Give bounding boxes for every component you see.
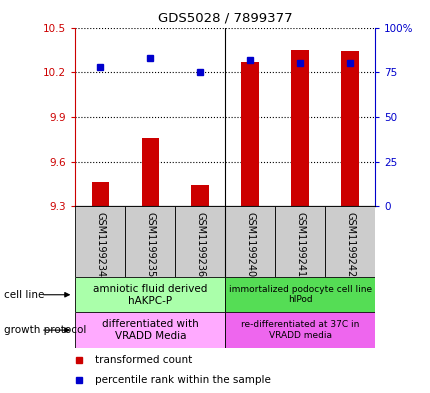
Bar [291,50,308,206]
Title: GDS5028 / 7899377: GDS5028 / 7899377 [157,12,292,25]
Bar [92,182,109,206]
Bar [224,206,274,277]
Bar [241,62,258,206]
Text: re-differentiated at 37C in
VRADD media: re-differentiated at 37C in VRADD media [240,320,359,340]
Bar [274,206,324,277]
Text: percentile rank within the sample: percentile rank within the sample [95,375,270,386]
Bar [341,51,358,206]
Text: transformed count: transformed count [95,355,192,365]
Bar [191,185,209,206]
Bar [224,277,374,312]
Bar [324,206,374,277]
Text: immortalized podocyte cell line
hIPod: immortalized podocyte cell line hIPod [228,285,371,305]
Text: GSM1199235: GSM1199235 [145,212,155,277]
Bar [224,312,374,348]
Text: GSM1199241: GSM1199241 [295,212,304,277]
Text: GSM1199234: GSM1199234 [95,212,105,277]
Text: GSM1199236: GSM1199236 [195,212,205,277]
Text: amniotic fluid derived
hAKPC-P: amniotic fluid derived hAKPC-P [93,284,207,305]
Text: GSM1199242: GSM1199242 [344,212,354,277]
Bar [75,312,224,348]
Text: cell line: cell line [4,290,45,300]
Text: growth protocol: growth protocol [4,325,86,335]
Bar [75,206,125,277]
Text: differentiated with
VRADD Media: differentiated with VRADD Media [102,320,198,341]
Text: GSM1199240: GSM1199240 [245,212,255,277]
Bar [141,138,159,206]
Bar [75,277,224,312]
Bar [125,206,175,277]
Bar [175,206,224,277]
